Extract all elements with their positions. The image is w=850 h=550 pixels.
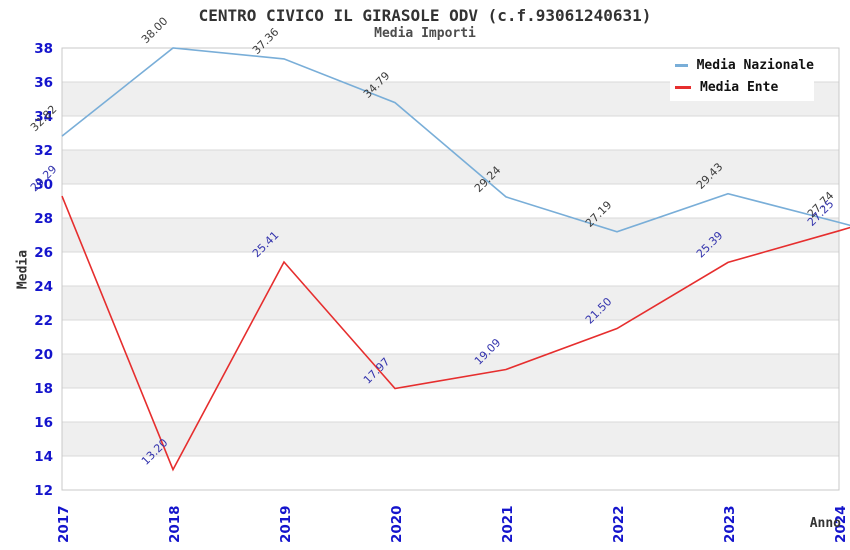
x-tick-label: 2022 <box>611 505 627 543</box>
plot-band <box>62 422 839 456</box>
x-tick-label: 2018 <box>167 505 183 543</box>
data-label: 32.82 <box>28 103 59 134</box>
y-tick-label: 18 <box>34 381 53 397</box>
plot-frame <box>61 47 840 491</box>
y-tick-label: 36 <box>34 75 53 91</box>
legend-swatch-media-ente-icon <box>675 85 691 89</box>
plot-band <box>62 218 839 252</box>
y-tick-label: 30 <box>34 177 53 193</box>
x-tick-label: 2020 <box>389 505 405 543</box>
x-tick-label: 2017 <box>56 505 72 543</box>
y-tick-label: 22 <box>34 313 53 329</box>
chart-subtitle: Media Importi <box>374 26 476 41</box>
y-tick-label: 12 <box>34 483 53 499</box>
x-tick-label: 2019 <box>278 505 294 543</box>
legend: Media Nazionale Media Ente <box>670 51 814 101</box>
data-label: 37.36 <box>250 26 281 57</box>
legend-label-media-ente: Media Ente <box>700 79 779 95</box>
y-tick-label: 16 <box>34 415 53 431</box>
x-tick-label: 2023 <box>722 505 738 543</box>
y-axis-title: Media <box>15 249 31 290</box>
y-tick-label: 24 <box>34 279 53 295</box>
data-label: 38.00 <box>139 15 170 46</box>
y-tick-label: 20 <box>34 347 53 363</box>
series-line-media-ente <box>61 195 850 472</box>
plot-band <box>62 286 839 320</box>
chart-title: CENTRO CIVICO IL GIRASOLE ODV (c.f.93061… <box>198 6 652 25</box>
x-tick-label: 2021 <box>500 505 516 543</box>
legend-swatch-media-nazionale-icon <box>675 63 688 67</box>
legend-item-media-nazionale: Media Nazionale <box>675 58 814 73</box>
y-tick-label: 14 <box>34 449 53 465</box>
x-axis-title: Anno <box>809 516 841 531</box>
series-line-media-nazionale <box>61 47 850 233</box>
y-tick-label: 26 <box>34 245 53 261</box>
legend-label-media-nazionale: Media Nazionale <box>696 57 814 73</box>
y-tick-label: 38 <box>34 41 53 57</box>
x-tick-label: 2024 <box>833 505 849 543</box>
plot-band <box>62 150 839 184</box>
legend-item-media-ente: Media Ente <box>675 80 814 95</box>
y-tick-label: 28 <box>34 211 53 227</box>
y-tick-label: 32 <box>34 143 53 159</box>
plot-band <box>62 354 839 388</box>
y-tick-label: 34 <box>34 109 53 125</box>
